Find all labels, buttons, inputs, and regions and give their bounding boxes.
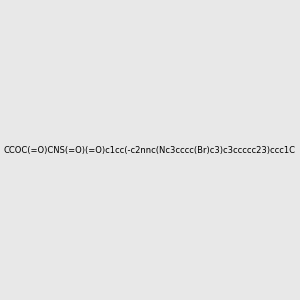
Text: CCOC(=O)CNS(=O)(=O)c1cc(-c2nnc(Nc3cccc(Br)c3)c3ccccc23)ccc1C: CCOC(=O)CNS(=O)(=O)c1cc(-c2nnc(Nc3cccc(B… [4, 146, 296, 154]
